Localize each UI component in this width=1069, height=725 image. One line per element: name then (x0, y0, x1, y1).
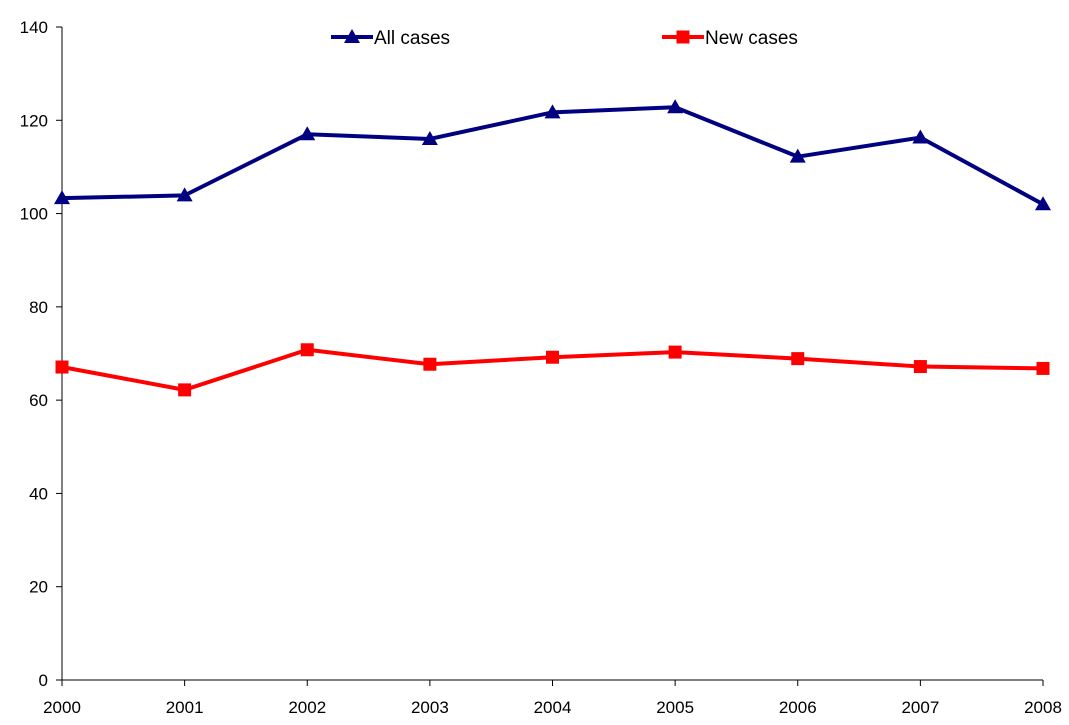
data-point (546, 350, 559, 364)
legend-label: New cases (705, 28, 798, 49)
data-point (54, 190, 70, 205)
x-tick-label: 2007 (901, 698, 939, 717)
series-all-cases (54, 99, 1051, 211)
data-point (300, 343, 314, 357)
legend-item: All cases (331, 28, 450, 49)
y-tick-label: 0 (39, 671, 48, 690)
data-point (913, 360, 927, 374)
data-point (1035, 196, 1051, 211)
data-point (1036, 361, 1050, 375)
data-point (55, 360, 69, 374)
data-point (791, 352, 805, 366)
data-point (912, 129, 929, 144)
data-point (176, 187, 193, 202)
x-tick-label: 2004 (534, 698, 572, 717)
data-point (299, 126, 316, 141)
x-tick-label: 2008 (1024, 698, 1062, 717)
data-point (544, 104, 561, 119)
legend-marker (676, 30, 690, 44)
data-point (178, 383, 192, 397)
x-tick-label: 2000 (43, 698, 81, 717)
legend-item: New cases (662, 28, 798, 49)
data-point (789, 148, 806, 163)
y-tick-label: 80 (29, 298, 48, 317)
series-new-cases (55, 343, 1050, 397)
x-tick-label: 2002 (288, 698, 326, 717)
data-point (667, 99, 684, 114)
y-tick-label: 40 (29, 484, 48, 503)
legend-marker (344, 29, 360, 43)
data-point (423, 357, 437, 371)
x-tick-label: 2003 (411, 698, 449, 717)
series-line (61, 105, 1044, 206)
legend-label: All cases (374, 28, 450, 49)
data-point (421, 130, 438, 145)
y-tick-label: 20 (29, 578, 48, 597)
chart-axes: 0 20 40 60 80 100 120 140 2000 2001 2002 2003 2004 20… (20, 18, 1062, 717)
chart-legend: All cases New cases (331, 28, 798, 49)
x-tick-label: 2006 (779, 698, 817, 717)
x-tick-label: 2001 (166, 698, 204, 717)
chart-series (54, 99, 1051, 397)
y-tick-label: 140 (20, 18, 48, 37)
y-tick-label: 60 (29, 391, 48, 410)
y-tick-label: 100 (20, 205, 48, 224)
y-tick-label: 120 (20, 111, 48, 130)
x-tick-label: 2005 (656, 698, 694, 717)
data-point (668, 345, 682, 359)
